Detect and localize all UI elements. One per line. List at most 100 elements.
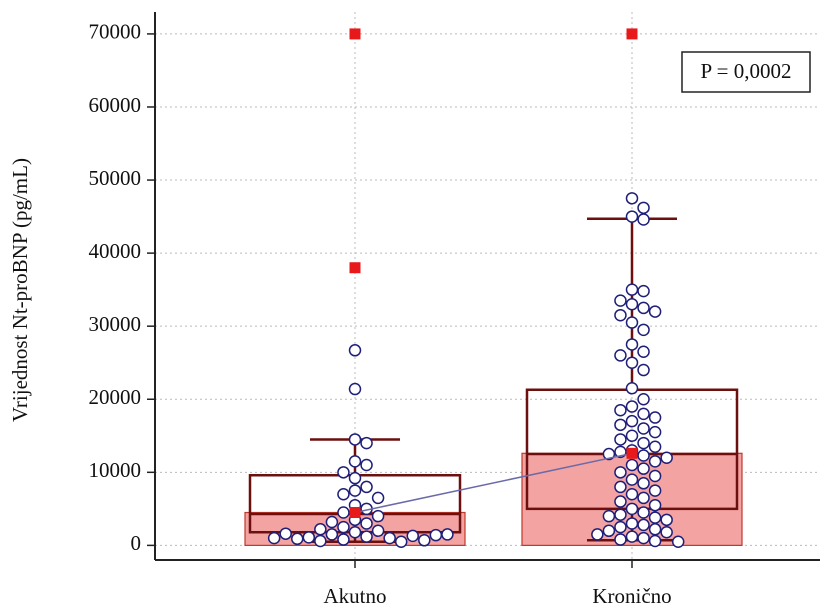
data-point [637, 422, 650, 435]
data-point [625, 414, 639, 428]
annotation: P = 0,0002 [701, 59, 792, 83]
data-point [648, 498, 662, 512]
data-point [441, 528, 454, 541]
data-point [648, 469, 662, 483]
data-point [325, 528, 339, 541]
data-point [625, 487, 639, 501]
data-point [371, 491, 385, 505]
data-point [648, 440, 662, 453]
data-point [314, 534, 327, 548]
x-tick-label: Kronično [592, 584, 671, 608]
data-point [637, 284, 650, 298]
data-point [302, 531, 316, 544]
data-point [637, 462, 650, 475]
y-tick-label: 0 [131, 531, 142, 555]
annotation-box [681, 51, 811, 93]
outlier [626, 28, 638, 40]
data-point [337, 487, 350, 501]
data-point [625, 316, 639, 329]
data-point [614, 433, 627, 446]
data-point [429, 528, 443, 542]
data-point [348, 484, 362, 497]
y-tick-label: 50000 [89, 166, 142, 190]
data-point [625, 356, 639, 369]
data-point [648, 484, 662, 497]
data-point [625, 382, 639, 395]
data-point [360, 517, 373, 530]
data-point [279, 527, 292, 540]
data-point [337, 520, 350, 534]
outlier [349, 262, 361, 274]
data-point [625, 210, 639, 223]
data-point [637, 301, 650, 315]
y-tick-label: 10000 [89, 458, 142, 482]
data-point [625, 283, 639, 296]
data-point [625, 458, 639, 472]
y-tick-label: 70000 [89, 20, 142, 44]
data-point [614, 308, 627, 322]
data-point [348, 525, 362, 539]
data-point [648, 523, 662, 536]
data-point [637, 393, 650, 406]
data-point [360, 530, 373, 543]
mean-marker [626, 447, 638, 459]
data-point [614, 294, 627, 307]
data-point [648, 305, 662, 318]
data-point [337, 466, 350, 479]
data-point [637, 323, 650, 337]
data-point [614, 520, 627, 534]
data-point [614, 533, 627, 546]
data-point [625, 517, 639, 530]
data-point [360, 480, 373, 494]
data-point [625, 502, 639, 516]
data-point [614, 403, 627, 417]
data-point [406, 529, 419, 543]
data-point [637, 449, 650, 462]
data-point [371, 509, 385, 523]
x-tick-label: Akutno [324, 584, 387, 608]
data-point [591, 528, 604, 541]
data-point [660, 525, 673, 539]
data-point [383, 531, 396, 545]
data-point [637, 213, 650, 226]
data-point [660, 513, 673, 527]
data-point [602, 447, 616, 461]
data-point [637, 345, 650, 359]
data-point [637, 477, 650, 490]
data-point [291, 532, 304, 546]
data-point [348, 455, 362, 468]
mean-line [354, 452, 633, 514]
data-point [602, 509, 616, 523]
data-point [637, 531, 650, 545]
data-point [637, 518, 650, 532]
data-point [337, 506, 350, 519]
data-point [637, 363, 650, 377]
data-point [371, 524, 385, 538]
data-point [637, 407, 650, 421]
data-point [660, 451, 673, 464]
data-point [648, 534, 662, 548]
data-point [648, 425, 662, 439]
data-point [348, 433, 362, 446]
data-point [325, 515, 339, 529]
data-point [625, 429, 639, 443]
y-tick-label: 20000 [89, 385, 142, 409]
data-point [625, 400, 639, 413]
data-point [360, 458, 373, 472]
data-point [348, 471, 362, 485]
y-axis-label: Vrijednost Nt-proBNP (pg/mL) [8, 158, 32, 422]
data-point [348, 344, 362, 357]
data-point [648, 411, 662, 424]
data-point [637, 506, 650, 519]
y-tick-label: 40000 [89, 239, 142, 263]
data-point [360, 436, 373, 450]
data-point [614, 508, 627, 521]
data-point [337, 533, 350, 546]
data-point [614, 349, 627, 362]
data-point [614, 418, 627, 432]
data-point [625, 473, 639, 486]
data-point [637, 491, 650, 505]
mean-marker [349, 507, 361, 519]
data-point [671, 535, 685, 548]
data-point [394, 535, 408, 548]
